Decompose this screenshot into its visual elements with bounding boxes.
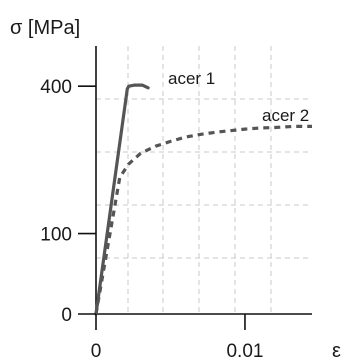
- series-line-1: [94, 83, 150, 316]
- plot-frame: [95, 46, 312, 315]
- x-tick-label: 0: [91, 341, 102, 362]
- y-tick-label: 400: [40, 77, 72, 98]
- y-tick-label: 100: [40, 225, 72, 246]
- series-line-2: [94, 124, 312, 315]
- series-label-2: acer 2: [262, 106, 309, 125]
- grid: [96, 46, 312, 314]
- x-tick-label: 0.01: [226, 341, 263, 362]
- ticks-layer: 0 100 400 0 0.01: [40, 77, 263, 362]
- series-label-1: acer 1: [168, 69, 215, 88]
- series-layer: acer 1 acer 2: [94, 69, 312, 316]
- x-axis-label: ε: [332, 340, 341, 362]
- y-axis-label: σ [MPa]: [10, 17, 80, 39]
- y-tick-label: 0: [61, 305, 72, 326]
